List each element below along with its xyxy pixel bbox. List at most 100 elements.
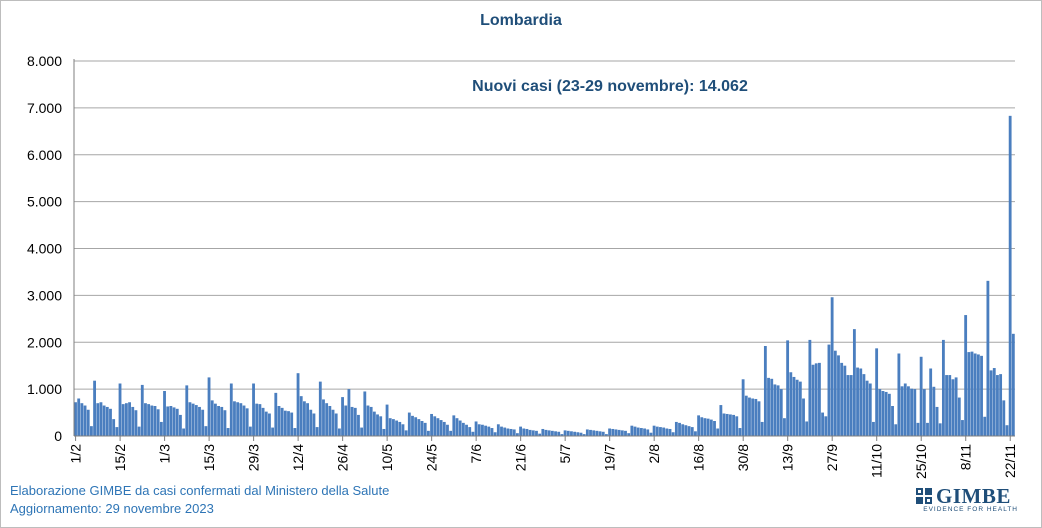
bar	[919, 356, 923, 436]
bar	[913, 389, 917, 436]
bar	[843, 365, 847, 436]
bar	[792, 376, 796, 436]
bar	[455, 418, 459, 436]
footer-update-date: Aggiornamento: 29 novembre 2023	[10, 501, 214, 516]
bar	[881, 391, 885, 436]
bar	[150, 405, 154, 436]
x-tick-label: 15/2	[112, 444, 128, 471]
x-tick-label: 1/2	[68, 444, 84, 464]
bar	[728, 414, 732, 436]
bar	[573, 431, 577, 436]
bar	[331, 409, 335, 436]
x-tick-label: 12/4	[290, 444, 306, 471]
bar	[271, 427, 275, 436]
bar	[983, 416, 987, 436]
bar	[309, 409, 313, 436]
y-tick-label: 7.000	[27, 100, 62, 116]
bar	[506, 428, 510, 436]
bar	[929, 368, 933, 436]
bar	[690, 427, 694, 436]
x-tick-label: 24/5	[424, 444, 440, 471]
bar	[372, 411, 376, 436]
bar	[401, 424, 405, 436]
bar	[156, 409, 160, 436]
x-tick-label: 25/10	[913, 444, 929, 479]
bar	[941, 339, 945, 436]
bar	[128, 402, 131, 436]
bar	[1005, 425, 1009, 436]
bar	[887, 393, 891, 436]
bar	[80, 403, 84, 436]
bar	[779, 389, 783, 436]
bar	[452, 415, 456, 436]
bar	[217, 406, 220, 436]
axes	[73, 59, 1015, 437]
bar	[922, 389, 926, 436]
y-tick-label: 0	[54, 428, 62, 444]
bar	[735, 416, 739, 436]
bar	[595, 430, 599, 436]
bar	[757, 401, 761, 436]
bar	[646, 429, 650, 436]
bar	[872, 421, 875, 436]
bar	[220, 406, 224, 436]
bar	[509, 428, 513, 436]
bar	[315, 427, 319, 436]
bar	[900, 386, 904, 436]
bar	[395, 420, 399, 436]
bar	[83, 405, 87, 436]
bar	[166, 406, 170, 436]
x-tick-label: 21/6	[513, 444, 529, 471]
bar	[802, 398, 805, 436]
bar	[357, 414, 360, 436]
bar	[649, 432, 653, 436]
bar	[86, 409, 90, 436]
bar	[233, 401, 236, 436]
bar	[754, 398, 758, 436]
bar	[277, 406, 281, 436]
bar	[763, 346, 767, 436]
y-tick-label: 3.000	[27, 287, 62, 303]
bar	[140, 384, 144, 436]
bar	[442, 421, 446, 436]
bar	[185, 385, 189, 436]
bar	[312, 413, 316, 436]
bar	[554, 431, 557, 436]
bar	[706, 418, 710, 436]
bar	[970, 351, 974, 436]
bar	[605, 434, 608, 436]
x-tick-label: 22/11	[1002, 444, 1018, 478]
bar	[856, 367, 859, 436]
bar	[837, 355, 840, 436]
bar	[407, 412, 411, 436]
x-axis-ticks: 1/2 15/2 1/3 15/3 29/3 12/4 26/4 10/5 24/5 7/6 21/…	[68, 436, 1018, 479]
bar	[210, 400, 214, 436]
bar	[589, 429, 592, 436]
bar	[261, 407, 265, 436]
x-tick-label: 2/8	[646, 444, 662, 464]
bar	[369, 406, 373, 436]
bar	[213, 403, 217, 436]
bar	[592, 430, 596, 436]
bar	[77, 398, 81, 436]
bar	[636, 427, 640, 436]
bar	[481, 424, 484, 436]
bar	[859, 368, 863, 436]
footer-source: Elaborazione GIMBE da casi confermati da…	[10, 483, 390, 498]
bar	[436, 418, 440, 436]
bar-series	[74, 115, 1015, 436]
bar	[674, 421, 678, 436]
bar	[671, 432, 675, 436]
bar	[884, 391, 888, 436]
bar	[744, 395, 748, 436]
bar	[907, 386, 910, 436]
bar	[926, 422, 929, 436]
bar	[684, 425, 688, 436]
bar	[153, 406, 157, 436]
bar	[458, 420, 462, 436]
bar	[353, 407, 357, 436]
bar	[862, 374, 866, 436]
bar	[627, 433, 631, 436]
bar	[932, 386, 936, 436]
